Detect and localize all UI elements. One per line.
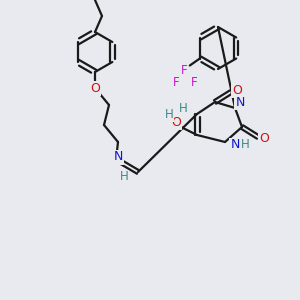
- Text: F: F: [181, 64, 187, 77]
- Text: H: H: [120, 170, 128, 184]
- Text: H: H: [241, 139, 249, 152]
- Text: O: O: [90, 82, 100, 94]
- Text: H: H: [165, 109, 173, 122]
- Text: F: F: [172, 76, 179, 89]
- Text: N: N: [235, 95, 245, 109]
- Text: N: N: [113, 151, 123, 164]
- Text: O: O: [232, 83, 242, 97]
- Text: O: O: [259, 133, 269, 146]
- Text: N: N: [230, 139, 240, 152]
- Text: F: F: [190, 76, 197, 89]
- Text: H: H: [178, 103, 188, 116]
- Text: O: O: [171, 116, 181, 128]
